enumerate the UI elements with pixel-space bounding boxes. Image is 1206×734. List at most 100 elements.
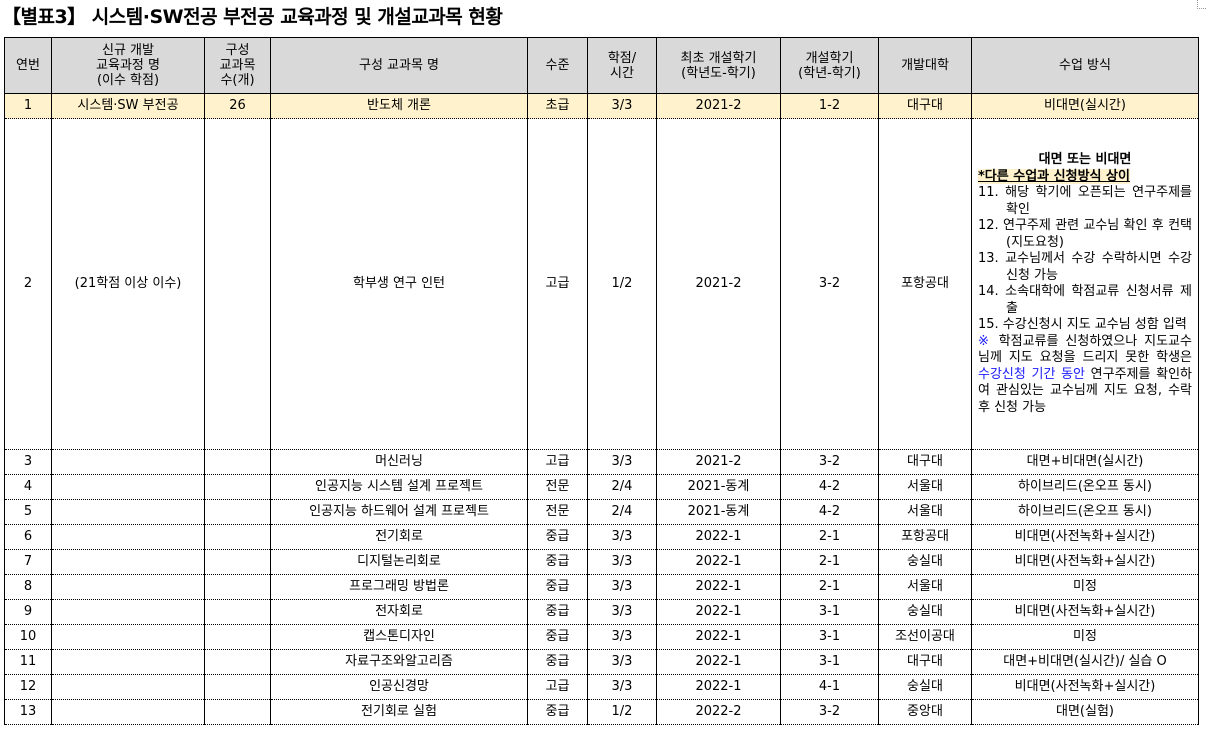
cell-delivery-method: 하이브리드(온오프 동시) bbox=[971, 499, 1199, 525]
cell-semester: 4-2 bbox=[780, 474, 879, 500]
cell-credits: 3/3 bbox=[587, 649, 657, 675]
cell-semester: 2-1 bbox=[780, 574, 879, 600]
cell-first-semester: 2022-1 bbox=[656, 649, 781, 675]
cell-course-count bbox=[204, 699, 271, 725]
cell-first-semester: 2022-1 bbox=[656, 524, 781, 550]
cell-university: 숭실대 bbox=[878, 674, 972, 700]
cell-course-count bbox=[204, 649, 271, 675]
cell-semester: 3-1 bbox=[780, 649, 879, 675]
cell-first-semester: 2022-1 bbox=[656, 599, 781, 625]
cell-course-count bbox=[204, 549, 271, 575]
cell-course-count bbox=[204, 574, 271, 600]
cell-seq: 4 bbox=[4, 474, 52, 500]
cell-course-name: 인공지능 하드웨어 설계 프로젝트 bbox=[270, 499, 528, 525]
table-row: 10 캡스톤디자인 중급 3/3 2022-1 3-1 조선이공대 미정 bbox=[4, 624, 1199, 650]
cell-delivery-method: 비대면(사전녹화+실시간) bbox=[971, 674, 1199, 700]
cell-university: 조선이공대 bbox=[878, 624, 972, 650]
cell-semester: 3-1 bbox=[780, 599, 879, 625]
cell-semester: 2-1 bbox=[780, 524, 879, 550]
header-course-name: 구성 교과목 명 bbox=[270, 37, 528, 94]
cell-program-name bbox=[51, 624, 205, 650]
cell-program-name bbox=[51, 649, 205, 675]
cell-course-name: 자료구조와알고리즘 bbox=[270, 649, 528, 675]
header-semester: 개설학기 (학년-학기) bbox=[780, 37, 879, 94]
course-table: 연번 신규 개발 교육과정 명 (이수 학점) 구성 교과목 수(개) 구성 교과목 … bbox=[4, 37, 1199, 725]
cell-semester: 3-2 bbox=[780, 699, 879, 725]
table-row: 4 인공지능 시스템 설계 프로젝트 전문 2/4 2021-동계 4-2 서울대 하이브리드… bbox=[4, 474, 1199, 500]
cell-seq: 13 bbox=[4, 699, 52, 725]
cell-credits: 3/3 bbox=[587, 93, 657, 119]
header-delivery-method: 수업 방식 bbox=[971, 37, 1199, 94]
cell-program-name bbox=[51, 499, 205, 525]
cell-course-name: 전자회로 bbox=[270, 599, 528, 625]
cell-first-semester: 2021-2 bbox=[656, 93, 781, 119]
cell-delivery-method: 대면 또는 비대면 *다른 수업과 신청방식 상이 11. 해당 학기에 오픈되는 … bbox=[971, 118, 1199, 450]
cell-program-name bbox=[51, 574, 205, 600]
table-header-row: 연번 신규 개발 교육과정 명 (이수 학점) 구성 교과목 수(개) 구성 교과목 … bbox=[4, 37, 1199, 94]
cell-seq: 6 bbox=[4, 524, 52, 550]
table-row: 13 전기회로 실험 중급 1/2 2022-2 3-2 중앙대 대면(실험) bbox=[4, 699, 1199, 725]
cell-seq: 7 bbox=[4, 549, 52, 575]
method-step: 14. 소속대학에 학점교류 신청서류 제출 bbox=[978, 284, 1192, 316]
table-row: 6 전기회로 중급 3/3 2022-1 2-1 포항공대 비대면(사전녹화+실시간) bbox=[4, 524, 1199, 550]
cell-first-semester: 2021-2 bbox=[656, 449, 781, 475]
cell-credits: 3/3 bbox=[587, 574, 657, 600]
cell-course-count bbox=[204, 449, 271, 475]
header-first-semester: 최초 개설학기 (학년도-학기) bbox=[656, 37, 781, 94]
cell-level: 전문 bbox=[527, 499, 588, 525]
cell-level: 초급 bbox=[527, 93, 588, 119]
method-heading: 대면 또는 비대면 bbox=[1038, 152, 1132, 167]
cell-delivery-method: 미정 bbox=[971, 574, 1199, 600]
cell-program-name: 시스템·SW 부전공 bbox=[51, 93, 205, 119]
header-level: 수준 bbox=[527, 37, 588, 94]
cell-level: 전문 bbox=[527, 474, 588, 500]
cell-seq: 12 bbox=[4, 674, 52, 700]
cell-course-count bbox=[204, 599, 271, 625]
cell-first-semester: 2022-1 bbox=[656, 674, 781, 700]
cell-level: 고급 bbox=[527, 449, 588, 475]
method-step: 13. 교수님께서 수강 수락하시면 수강신청 가능 bbox=[978, 251, 1192, 283]
cell-credits: 3/3 bbox=[587, 674, 657, 700]
cell-credits: 3/3 bbox=[587, 549, 657, 575]
cell-seq: 2 bbox=[4, 118, 52, 450]
cell-delivery-method: 대면+비대면(실시간)/ 실습 O bbox=[971, 649, 1199, 675]
table-row: 11 자료구조와알고리즘 중급 3/3 2022-1 3-1 대구대 대면+비대면(실시간)/… bbox=[4, 649, 1199, 675]
header-seq: 연번 bbox=[4, 37, 52, 94]
cell-course-name: 인공신경망 bbox=[270, 674, 528, 700]
method-step: 15. 수강신청시 지도 교수님 성함 입력 bbox=[978, 317, 1187, 332]
cell-program-name bbox=[51, 474, 205, 500]
cell-level: 고급 bbox=[527, 674, 588, 700]
cell-seq: 9 bbox=[4, 599, 52, 625]
cell-university: 대구대 bbox=[878, 449, 972, 475]
cell-seq: 8 bbox=[4, 574, 52, 600]
cell-semester: 3-2 bbox=[780, 118, 879, 450]
table-row: 3 머신러닝 고급 3/3 2021-2 3-2 대구대 대면+비대면(실시간) bbox=[4, 449, 1199, 475]
cell-course-name: 캡스톤디자인 bbox=[270, 624, 528, 650]
cell-delivery-method: 미정 bbox=[971, 624, 1199, 650]
table-row: 2 (21학점 이상 이수) 학부생 연구 인턴 고급 1/2 2021-2 3-2 포항공대… bbox=[4, 118, 1199, 450]
table-row: 9 전자회로 중급 3/3 2022-1 3-1 숭실대 비대면(사전녹화+실시간) bbox=[4, 599, 1199, 625]
cell-program-name bbox=[51, 674, 205, 700]
cell-credits: 1/2 bbox=[587, 699, 657, 725]
cell-level: 고급 bbox=[527, 118, 588, 450]
cell-course-count: 26 bbox=[204, 93, 271, 119]
table-row: 12 인공신경망 고급 3/3 2022-1 4-1 숭실대 비대면(사전녹화+실시간) bbox=[4, 674, 1199, 700]
cell-level: 중급 bbox=[527, 624, 588, 650]
cell-level: 중급 bbox=[527, 524, 588, 550]
cell-university: 포항공대 bbox=[878, 118, 972, 450]
header-university: 개발대학 bbox=[878, 37, 972, 94]
method-step: 11. 해당 학기에 오픈되는 연구주제를 확인 bbox=[978, 185, 1192, 217]
table-row: 7 디지털논리회로 중급 3/3 2022-1 2-1 숭실대 비대면(사전녹화+실시간) bbox=[4, 549, 1199, 575]
cell-program-name bbox=[51, 599, 205, 625]
cell-course-count bbox=[204, 118, 271, 450]
header-credits: 학점/ 시간 bbox=[587, 37, 657, 94]
header-program-name: 신규 개발 교육과정 명 (이수 학점) bbox=[51, 37, 205, 94]
cell-delivery-method: 대면(실험) bbox=[971, 699, 1199, 725]
table-row: 1 시스템·SW 부전공 26 반도체 개론 초급 3/3 2021-2 1-2 대구대 비대면(… bbox=[4, 93, 1199, 119]
method-step: 12. 연구주제 관련 교수님 확인 후 컨택(지도요청) bbox=[978, 218, 1192, 250]
cell-university: 서울대 bbox=[878, 474, 972, 500]
cell-university: 대구대 bbox=[878, 649, 972, 675]
cell-program-name: (21학점 이상 이수) bbox=[51, 118, 205, 450]
cell-credits: 2/4 bbox=[587, 499, 657, 525]
cell-credits: 3/3 bbox=[587, 599, 657, 625]
